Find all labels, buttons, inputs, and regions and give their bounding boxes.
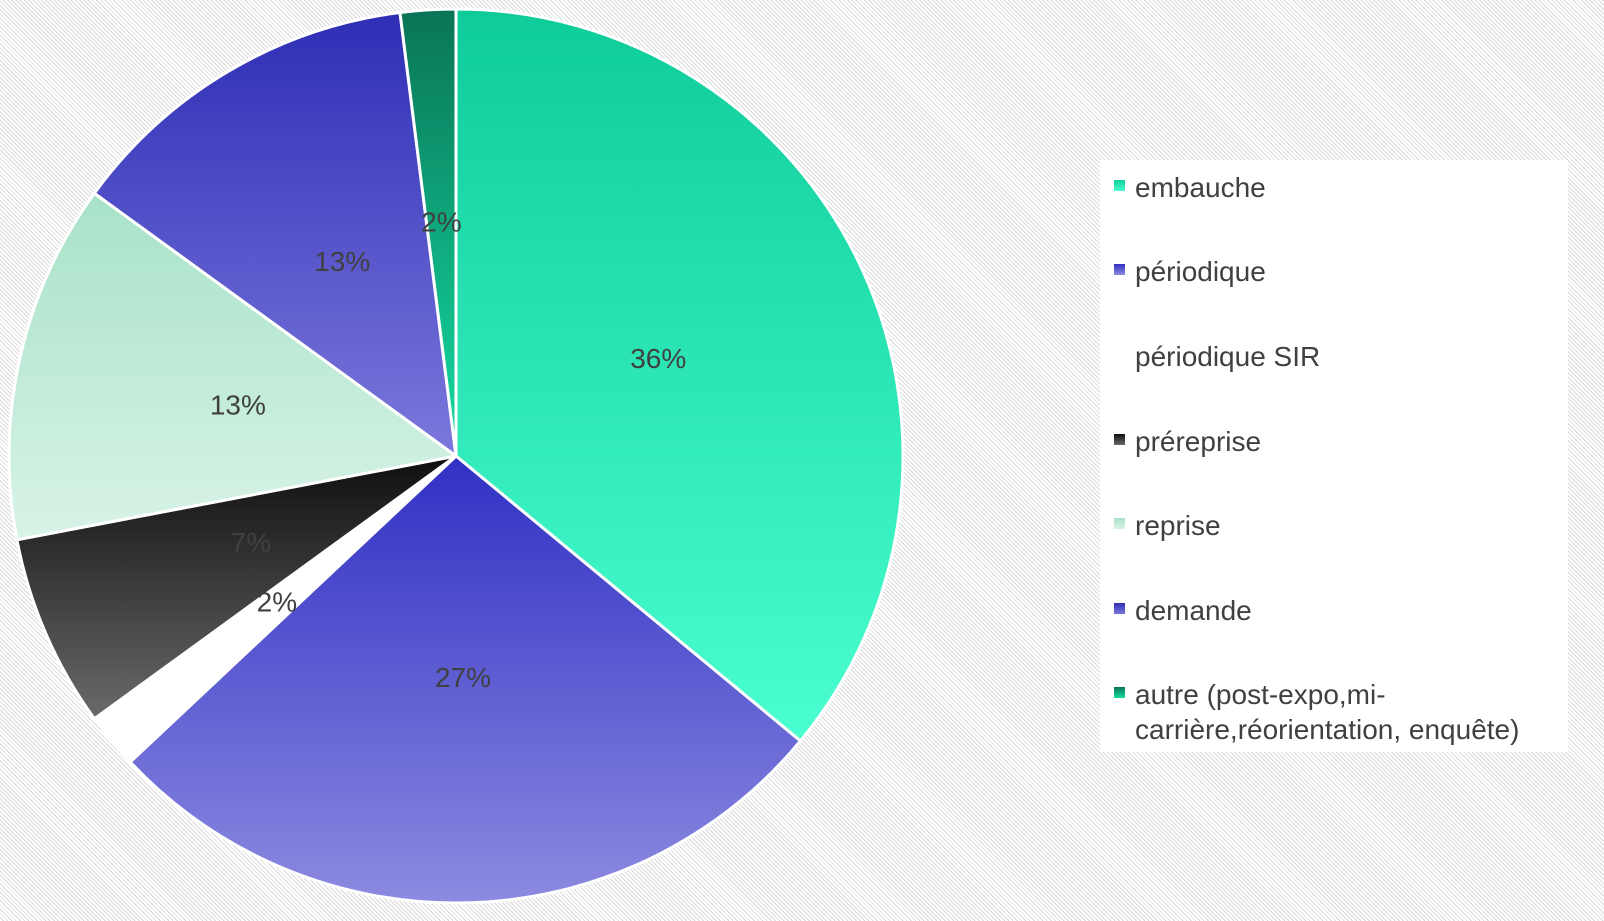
- pie-slice: [398, 7, 458, 457]
- legend-swatch: [1114, 264, 1125, 275]
- data-label: 13%: [210, 390, 266, 421]
- legend-swatch: [1114, 603, 1125, 614]
- legend-item: demande: [1114, 593, 1575, 628]
- data-label: 7%: [231, 527, 271, 558]
- pie-slice: [454, 7, 905, 744]
- legend-label: demande: [1135, 595, 1252, 626]
- pie-slice: [15, 454, 457, 721]
- data-label: 27%: [435, 662, 491, 693]
- legend-item: embauche: [1114, 170, 1575, 205]
- legend-label: préreprise: [1135, 426, 1262, 457]
- legend-item: périodique SIR: [1114, 339, 1575, 374]
- data-label: 36%: [630, 343, 686, 374]
- legend: embauche périodique périodique SIR prérepri…: [1100, 160, 1568, 752]
- pie-slice: [7, 191, 460, 542]
- legend-swatch: [1114, 434, 1125, 445]
- pie-slice: [128, 454, 803, 905]
- legend-swatch: [1114, 180, 1125, 191]
- data-label: 13%: [314, 246, 370, 277]
- legend-swatch: [1114, 349, 1125, 360]
- legend-item: autre (post-expo,mi-carrière,réorientati…: [1114, 677, 1575, 747]
- legend-item: reprise: [1114, 508, 1575, 543]
- legend-label: autre (post-expo,mi-carrière,réorientati…: [1135, 679, 1520, 745]
- legend-label: embauche: [1135, 172, 1266, 203]
- legend-item: préreprise: [1114, 424, 1575, 459]
- legend-label: périodique: [1135, 256, 1266, 287]
- legend-swatch: [1114, 687, 1125, 698]
- data-label: 2%: [421, 206, 461, 237]
- data-label: 2%: [257, 587, 297, 618]
- legend-label: périodique SIR: [1135, 341, 1321, 372]
- legend-item: périodique: [1114, 254, 1575, 289]
- legend-label: reprise: [1135, 510, 1221, 541]
- pie-slice: [92, 10, 458, 460]
- legend-swatch: [1114, 518, 1125, 529]
- chart: 36% 27% 2% 7% 13% 13% 2%: [7, 7, 905, 905]
